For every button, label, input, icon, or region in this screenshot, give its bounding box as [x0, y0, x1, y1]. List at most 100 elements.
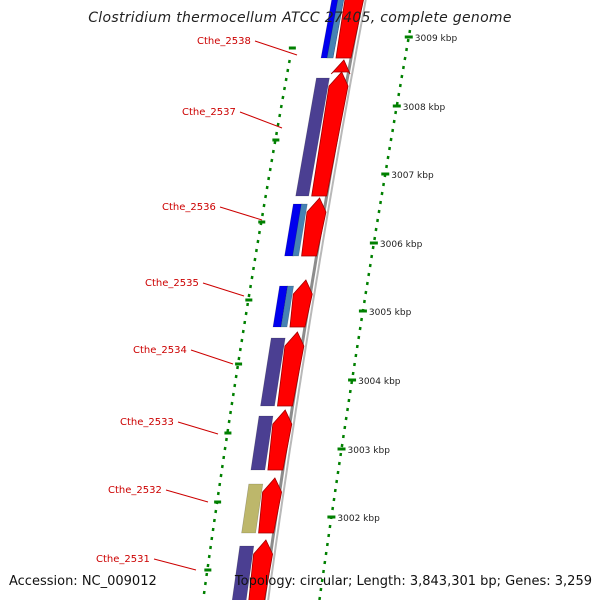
kbp-tick-label: 3005 kbp: [369, 308, 412, 318]
dot-mark: [337, 461, 341, 466]
dot-mark: [229, 410, 233, 415]
dot-mark: [244, 311, 248, 316]
dot-mark: [380, 191, 384, 196]
dot-mark: [264, 194, 268, 199]
dot-mark: [279, 104, 283, 109]
kbp-tick-label: 3009 kbp: [415, 34, 458, 44]
cog-segment: [292, 203, 308, 257]
map-title: Clostridium thermocellum ATCC 27405, com…: [88, 10, 512, 26]
cog-segment: [280, 285, 294, 328]
gene-label-leader: [190, 349, 234, 365]
dot-mark: [392, 119, 396, 124]
dot-mark: [371, 245, 375, 250]
cds-arrow: [335, 0, 364, 59]
dot-mark: [370, 254, 374, 259]
dot-mark: [250, 275, 254, 280]
gene-label: Cthe_2533: [120, 417, 174, 428]
dot-mark: [267, 176, 271, 181]
cog-segment: [326, 0, 345, 59]
dot-mark: [233, 383, 237, 388]
dot-mark: [219, 473, 223, 478]
dot-mark: [362, 299, 366, 304]
dot-mark: [391, 128, 395, 133]
dot-mark: [360, 317, 364, 322]
dot-mark: [209, 545, 213, 550]
cds-arrow: [330, 59, 351, 75]
dot-mark: [364, 290, 368, 295]
cds-arrow: [258, 477, 283, 534]
dot-mark: [377, 209, 381, 214]
dot-mark: [276, 122, 280, 127]
gene-label: Cthe_2537: [182, 107, 236, 118]
dot-mark: [247, 293, 251, 298]
dot-mark: [284, 77, 288, 82]
kbp-tick-label: 3006 kbp: [380, 240, 423, 250]
gene-label: Cthe_2532: [108, 485, 162, 496]
dot-mark: [224, 437, 228, 442]
dot-mark: [240, 338, 244, 343]
gene-label-leader: [165, 489, 209, 503]
dot-mark: [265, 185, 269, 190]
dot-mark: [220, 464, 224, 469]
dot-mark: [400, 74, 404, 79]
dot-mark: [216, 491, 220, 496]
dot-mark: [406, 38, 410, 43]
dot-mark: [286, 68, 290, 73]
dot-mark: [254, 248, 258, 253]
dot-mark: [282, 86, 287, 91]
dot-mark: [408, 29, 412, 34]
kbp-tick-label: 3007 kbp: [391, 171, 434, 181]
dot-mark: [262, 203, 266, 208]
gene-label: Cthe_2531: [96, 554, 150, 565]
dot-mark: [331, 506, 335, 511]
kbp-tick-label: 3003 kbp: [348, 446, 391, 456]
dot-mark: [385, 164, 389, 169]
cds-arrow: [267, 409, 293, 471]
kbp-tick-label: 3004 kbp: [358, 377, 401, 387]
dot-mark: [386, 155, 390, 160]
cog-segment: [250, 415, 274, 471]
dot-mark: [238, 347, 242, 352]
gene-label-leader: [177, 421, 219, 435]
gene-label-leader: [153, 558, 197, 571]
dot-mark: [271, 149, 275, 154]
gene-label: Cthe_2538: [197, 36, 251, 47]
dot-mark: [358, 326, 362, 331]
cds-arrow: [301, 197, 327, 257]
dot-mark: [249, 284, 253, 289]
dot-mark: [403, 56, 407, 61]
cds-arrow: [248, 539, 274, 600]
dot-mark: [230, 401, 234, 406]
dot-mark: [398, 83, 402, 88]
dot-mark: [261, 212, 265, 217]
dot-mark: [340, 443, 344, 448]
dot-mark: [207, 554, 211, 559]
dot-mark: [405, 47, 409, 52]
dot-mark: [394, 110, 398, 115]
gene-label: Cthe_2535: [145, 278, 199, 289]
kbp-dotted-line: [318, 29, 412, 600]
dot-mark: [389, 137, 393, 142]
gene-label-leader: [202, 282, 245, 297]
cog-segment: [241, 483, 264, 534]
dot-mark: [278, 113, 282, 118]
dot-mark: [287, 59, 291, 64]
dot-mark: [388, 146, 392, 151]
dot-mark: [203, 581, 207, 586]
kbp-tick-label: 3008 kbp: [403, 103, 446, 113]
dot-mark: [346, 407, 350, 412]
dot-mark: [214, 509, 218, 514]
gene-label-leader: [254, 40, 298, 56]
dot-mark: [253, 257, 257, 262]
dot-mark: [231, 392, 235, 397]
dot-mark: [365, 281, 369, 286]
dot-mark: [374, 227, 378, 232]
dot-mark: [237, 356, 241, 361]
cds-arrow: [277, 331, 305, 407]
kbp-tick-label: 3002 kbp: [337, 514, 380, 524]
dot-mark: [367, 272, 371, 277]
cog-segment: [260, 337, 286, 407]
dot-mark: [397, 92, 401, 97]
